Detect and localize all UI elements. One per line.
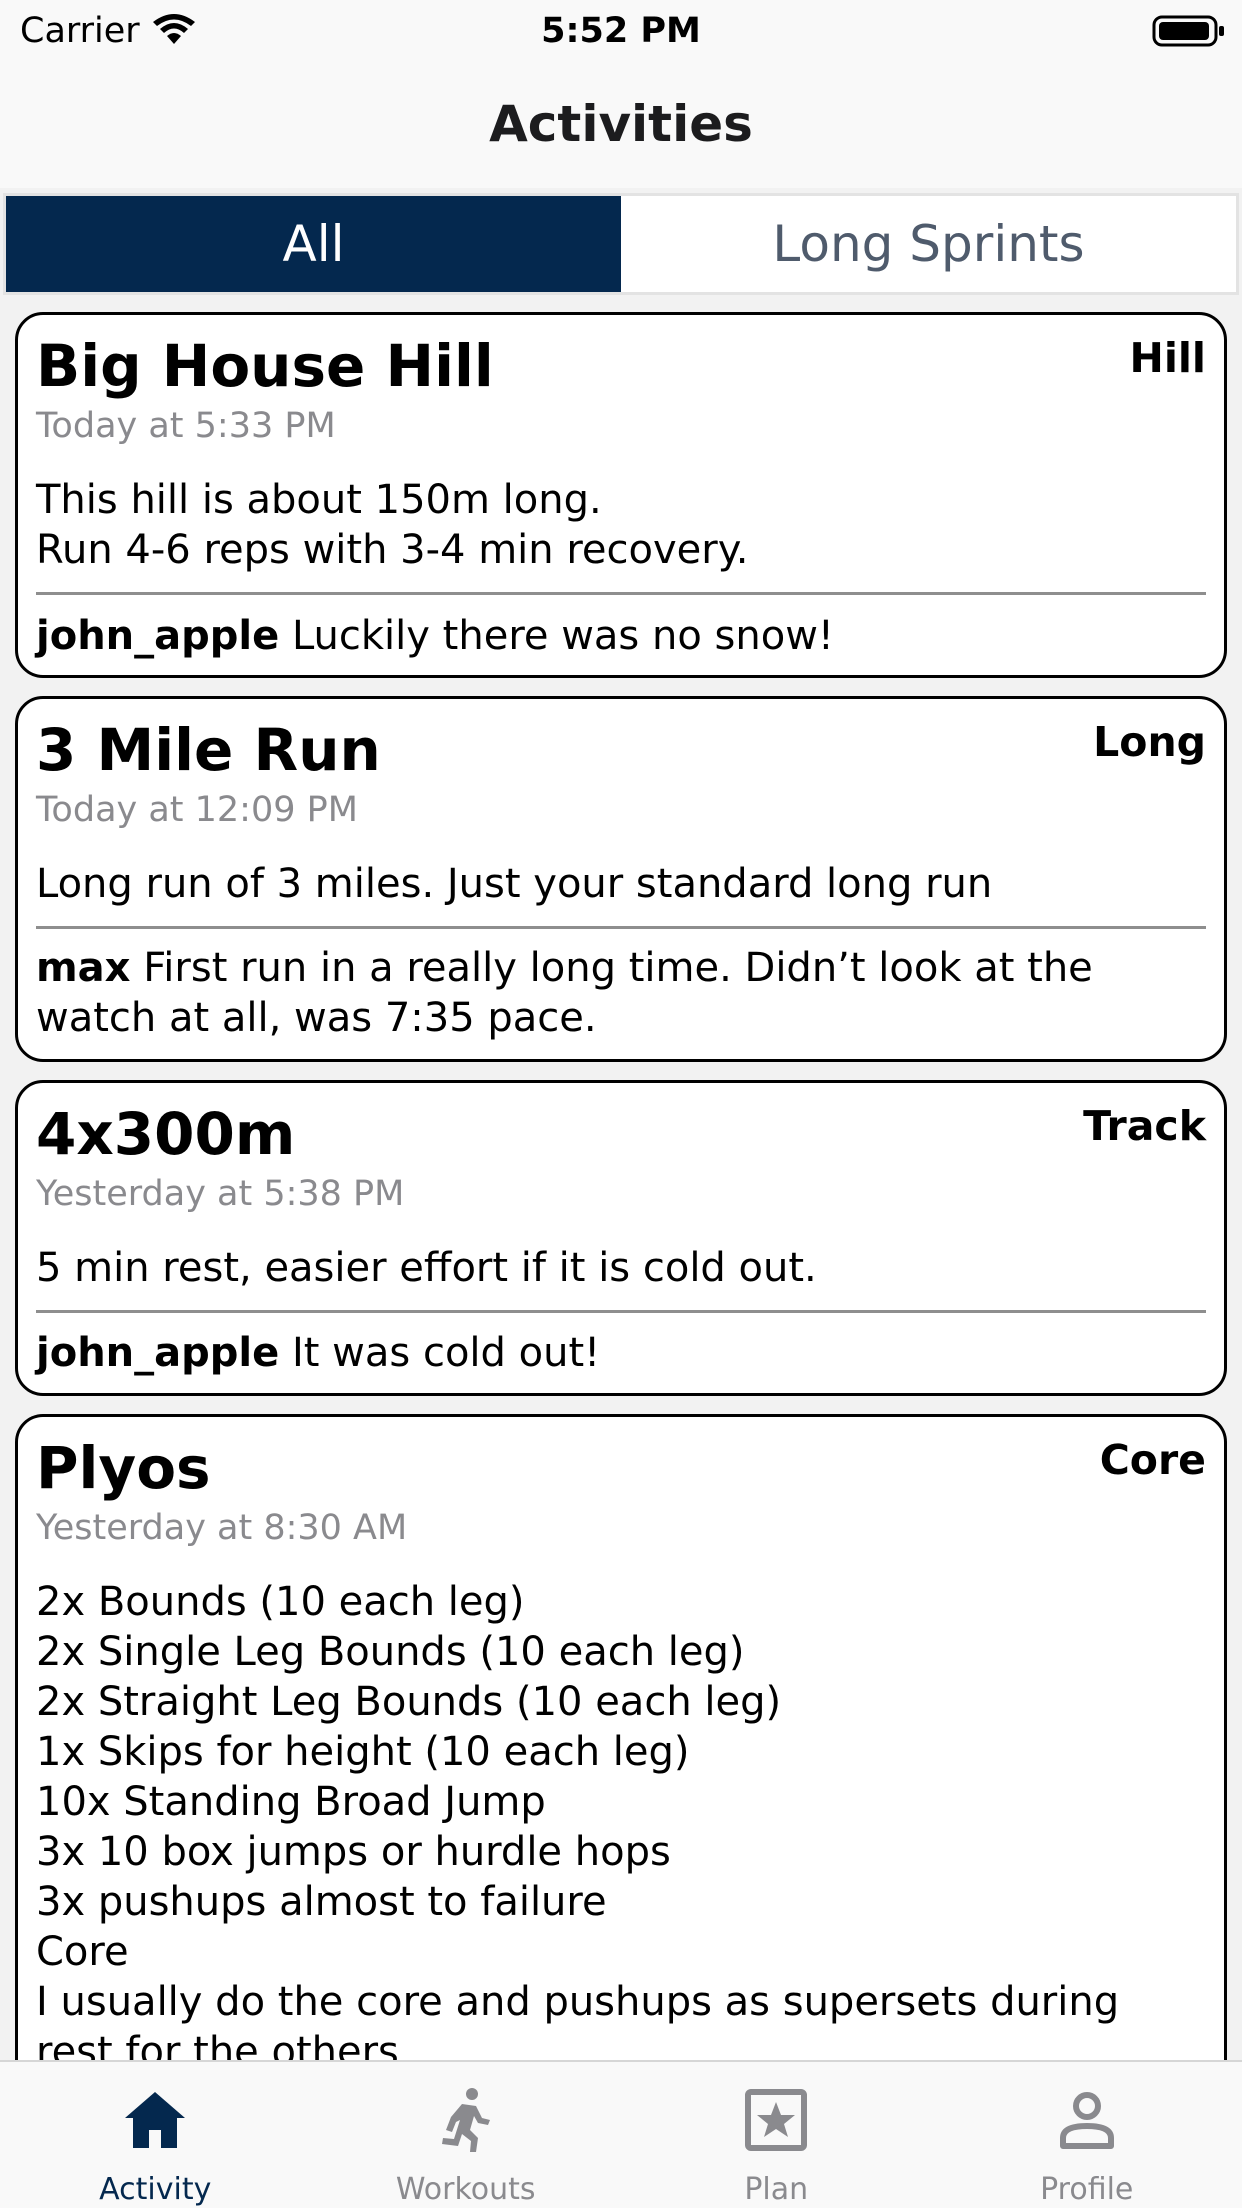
activity-tag: Core: [1099, 1436, 1206, 1484]
tab-plan[interactable]: Plan: [621, 2062, 932, 2208]
tab-label: Activity: [99, 2172, 212, 2207]
activity-timestamp: Today at 12:09 PM: [36, 790, 358, 830]
activity-title: Big House Hill: [36, 332, 494, 400]
activity-timestamp: Today at 5:33 PM: [36, 406, 336, 446]
activity-title: 3 Mile Run: [36, 716, 381, 784]
divider: [36, 592, 1206, 595]
wifi-icon: [153, 14, 195, 44]
runner-icon: [441, 2088, 490, 2152]
divider: [36, 926, 1206, 929]
activity-timestamp: Yesterday at 5:38 PM: [36, 1174, 405, 1214]
activity-card[interactable]: Plyos Core Yesterday at 8:30 AM 2x Bound…: [15, 1414, 1227, 2174]
activity-tag: Long: [1093, 718, 1206, 766]
page-title: Activities: [489, 95, 753, 153]
activity-tag: Track: [1083, 1102, 1206, 1150]
activity-comment: max First run in a really long time. Did…: [36, 943, 1206, 1043]
activity-tag: Hill: [1129, 334, 1206, 382]
tab-label: Plan: [744, 2172, 809, 2207]
activity-card[interactable]: 4x300m Track Yesterday at 5:38 PM 5 min …: [15, 1080, 1227, 1396]
activity-description: Long run of 3 miles. Just your standard …: [36, 861, 993, 907]
activity-card[interactable]: 3 Mile Run Long Today at 12:09 PM Long r…: [15, 696, 1227, 1062]
activity-description: 2x Bounds (10 each leg) 2x Single Leg Bo…: [36, 1579, 1120, 2075]
activity-title: Plyos: [36, 1434, 211, 1502]
activity-description: 5 min rest, easier effort if it is cold …: [36, 1245, 817, 1291]
comment-username[interactable]: max: [36, 945, 131, 991]
comment-text: It was cold out!: [291, 1330, 601, 1376]
comment-username[interactable]: john_apple: [36, 1330, 280, 1376]
activity-comment: john_apple It was cold out!: [36, 1328, 1206, 1378]
tab-profile[interactable]: Profile: [932, 2062, 1242, 2208]
carrier-label: Carrier: [20, 11, 140, 51]
tab-label: Workouts: [395, 2172, 536, 2207]
comment-text: First run in a really long time. Didn’t …: [36, 945, 1093, 1041]
tab-bar: Activity Workouts Plan Profile: [0, 2060, 1242, 2208]
battery-icon: [1152, 15, 1224, 47]
segment-long-sprints[interactable]: Long Sprints: [772, 215, 1085, 273]
activity-description: This hill is about 150m long. Run 4-6 re…: [36, 477, 749, 573]
status-time: 5:52 PM: [541, 11, 701, 51]
star-calendar-icon: [745, 2089, 808, 2151]
home-icon: [125, 2092, 186, 2148]
tab-workouts[interactable]: Workouts: [311, 2062, 622, 2208]
segmented-control: All Long Sprints: [3, 193, 1239, 295]
tab-activity[interactable]: Activity: [0, 2062, 311, 2208]
navigation-bar: Activities: [0, 62, 1242, 188]
person-icon: [1059, 2092, 1114, 2149]
comment-text: Luckily there was no snow!: [291, 613, 834, 659]
tab-label: Profile: [1040, 2172, 1134, 2207]
divider: [36, 1310, 1206, 1313]
activity-card[interactable]: Big House Hill Hill Today at 5:33 PM Thi…: [15, 312, 1227, 678]
activity-comment: john_apple Luckily there was no snow!: [36, 611, 1206, 661]
segment-all[interactable]: All: [6, 196, 621, 292]
comment-username[interactable]: john_apple: [36, 613, 280, 659]
status-bar: Carrier 5:52 PM: [0, 0, 1242, 62]
activity-title: 4x300m: [36, 1100, 296, 1168]
activity-timestamp: Yesterday at 8:30 AM: [36, 1508, 408, 1548]
